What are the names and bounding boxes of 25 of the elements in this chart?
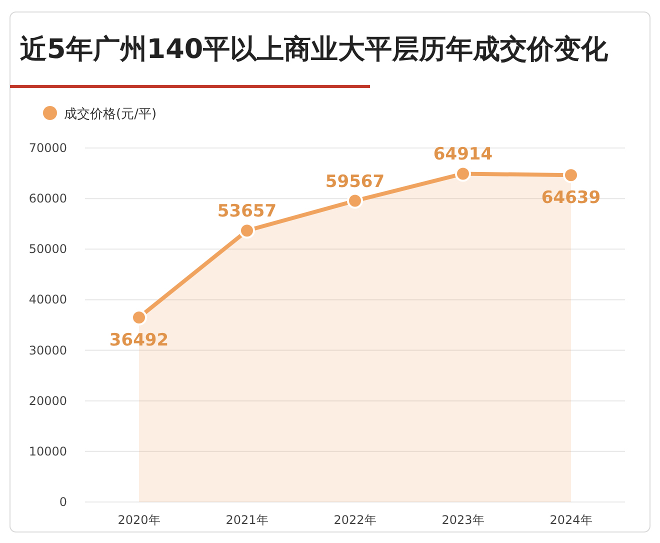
y-tick-label: 10000 bbox=[28, 444, 67, 458]
data-label: 53657 bbox=[217, 202, 277, 222]
x-tick-label: 2024年 bbox=[550, 513, 592, 527]
x-tick-label: 2021年 bbox=[226, 513, 268, 527]
point bbox=[563, 167, 579, 184]
y-tick-label: 20000 bbox=[28, 394, 67, 408]
y-tick-label: 60000 bbox=[28, 192, 67, 206]
y-tick-label: 70000 bbox=[28, 141, 67, 155]
point bbox=[239, 222, 255, 239]
y-tick-label: 50000 bbox=[28, 242, 67, 256]
x-tick-label: 2020年 bbox=[118, 513, 160, 527]
x-tick-label: 2023年 bbox=[442, 513, 484, 527]
y-tick-label: 40000 bbox=[28, 292, 67, 307]
point bbox=[455, 166, 471, 182]
data-label: 64914 bbox=[433, 144, 493, 165]
point bbox=[131, 309, 147, 326]
y-tick-label: 30000 bbox=[28, 343, 67, 358]
data-label: 36492 bbox=[109, 330, 169, 350]
point bbox=[347, 192, 363, 209]
chart-title: 近5年广州140平以上商业大平层历年成交价变化 bbox=[20, 34, 610, 65]
y-tick-label: 0 bbox=[59, 495, 67, 509]
data-label: 64639 bbox=[541, 188, 601, 208]
x-tick-label: 2022年 bbox=[334, 513, 376, 527]
data-label: 59567 bbox=[325, 172, 385, 192]
legend-label: 成交价格(元/平) bbox=[64, 106, 157, 122]
